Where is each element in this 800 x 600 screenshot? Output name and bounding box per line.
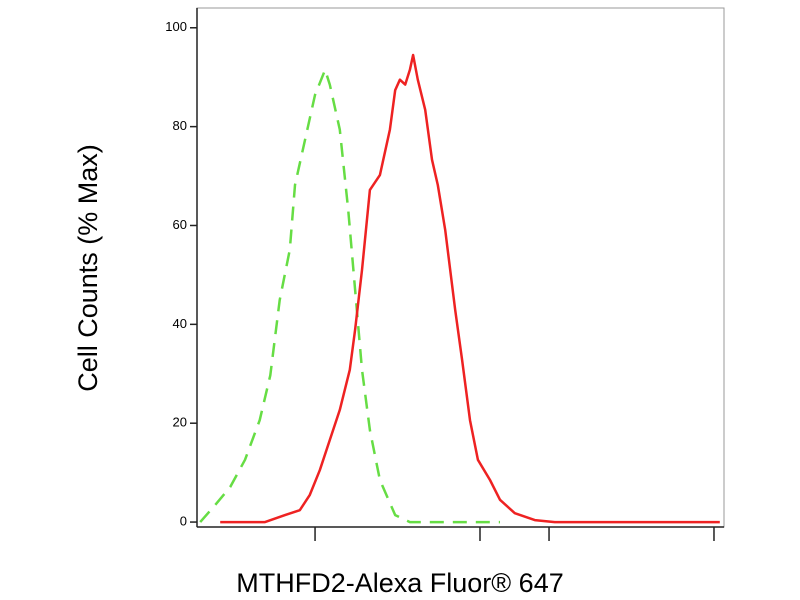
plot-frame bbox=[196, 7, 725, 528]
y-tick-label: 20 bbox=[173, 415, 187, 430]
y-axis-title: Cell Counts (% Max) bbox=[73, 144, 103, 392]
data-line bbox=[220, 53, 720, 524]
y-tick-label: 40 bbox=[173, 316, 187, 331]
y-tick-label: 100 bbox=[165, 19, 187, 34]
y-tick-label: 80 bbox=[173, 118, 187, 133]
y-tick-label: 0 bbox=[180, 513, 187, 528]
data-line bbox=[199, 68, 500, 524]
x-axis-title: MTHFD2-Alexa Fluor® 647 bbox=[236, 568, 563, 598]
y-tick-label: 60 bbox=[173, 217, 187, 232]
